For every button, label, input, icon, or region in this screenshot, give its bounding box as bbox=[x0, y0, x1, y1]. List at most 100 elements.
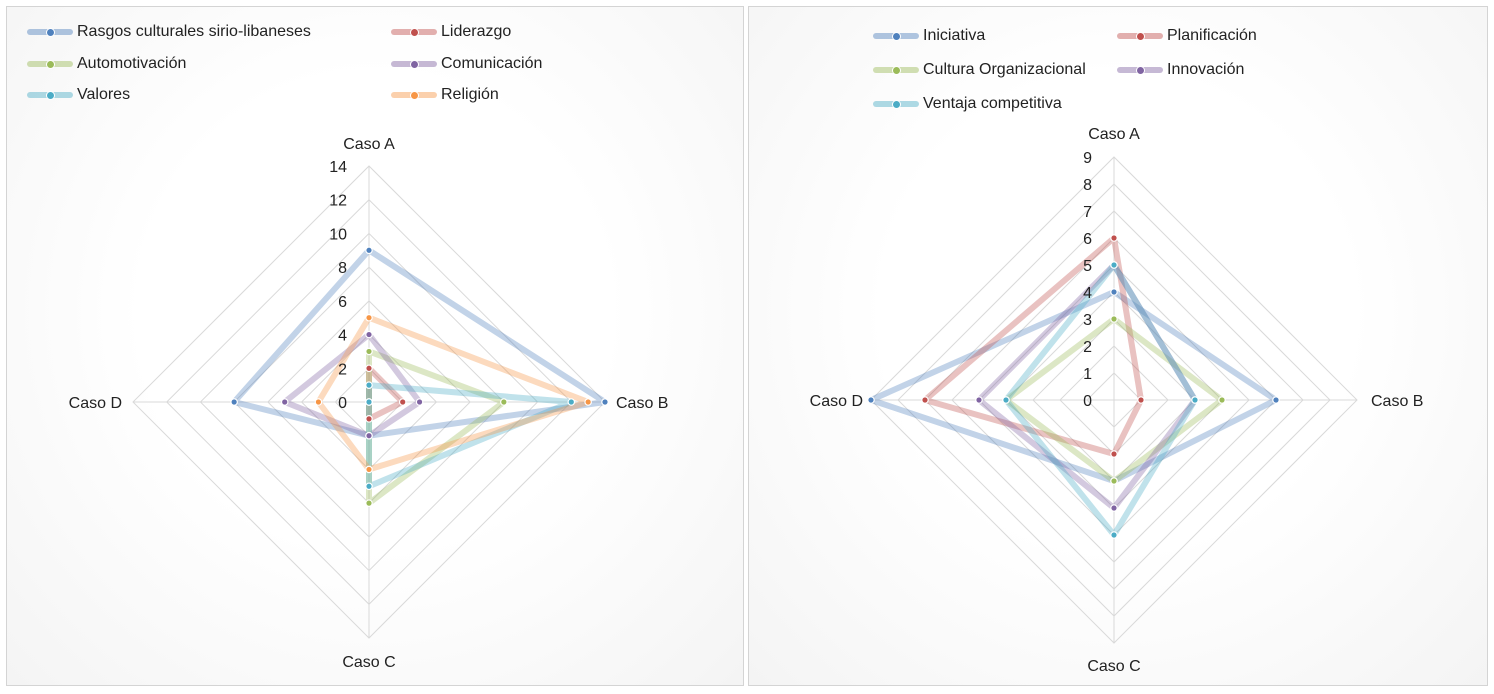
axis-label: Caso A bbox=[1088, 126, 1140, 143]
tick-label: 4 bbox=[338, 328, 347, 345]
data-point bbox=[921, 396, 929, 404]
legend-item-planificacion: Planificación bbox=[1117, 27, 1257, 45]
data-point bbox=[975, 396, 983, 404]
data-point bbox=[1110, 234, 1118, 242]
legend-swatch bbox=[27, 59, 73, 69]
data-point bbox=[1110, 261, 1118, 269]
data-point bbox=[867, 396, 875, 404]
legend-swatch bbox=[873, 99, 919, 109]
tick-label: 2 bbox=[1083, 339, 1092, 356]
legend-swatch bbox=[873, 65, 919, 75]
legend-item-innovacion: Innovación bbox=[1117, 61, 1244, 79]
data-point bbox=[365, 465, 373, 474]
radar-plot-left: 0 2 4 6 8 10 12 14 Caso A Caso B Caso C Caso D bbox=[69, 136, 669, 671]
legend-label: Valores bbox=[77, 86, 131, 103]
legend-item-ventaja: Ventaja competitiva bbox=[873, 95, 1062, 113]
data-point bbox=[1218, 396, 1226, 404]
data-point bbox=[365, 431, 373, 440]
data-point bbox=[567, 398, 576, 406]
data-point bbox=[314, 398, 323, 406]
tick-label: 6 bbox=[1083, 231, 1092, 248]
axis-label: Caso C bbox=[342, 654, 395, 671]
tick-label: 0 bbox=[338, 395, 347, 412]
legend-label: Comunicación bbox=[441, 55, 543, 72]
data-point bbox=[365, 313, 373, 322]
legend-swatch bbox=[27, 90, 73, 100]
legend-item-automotivacion: Automotivación bbox=[27, 55, 186, 73]
axis-label: Caso D bbox=[810, 393, 863, 410]
legend-swatch bbox=[1117, 31, 1163, 41]
legend-swatch bbox=[27, 27, 73, 37]
data-point bbox=[1272, 396, 1280, 404]
data-point bbox=[1191, 396, 1199, 404]
data-point bbox=[365, 246, 373, 255]
tick-label: 14 bbox=[329, 159, 347, 176]
axis-label: Caso C bbox=[1087, 658, 1140, 675]
data-point bbox=[230, 398, 238, 406]
data-point bbox=[365, 482, 373, 491]
data-point bbox=[280, 398, 289, 406]
data-point bbox=[1110, 450, 1118, 458]
data-point bbox=[601, 398, 609, 406]
data-point bbox=[365, 499, 373, 507]
axis-label: Caso B bbox=[616, 395, 668, 412]
radar-chart-right: Iniciativa Planificación Cultura Organiz… bbox=[748, 6, 1488, 686]
radar-plot-right: 0 1 2 3 4 5 6 7 8 9 Caso A Caso B Caso C Caso D bbox=[810, 126, 1424, 675]
tick-label: 5 bbox=[1083, 258, 1092, 275]
data-point bbox=[365, 398, 373, 406]
data-point bbox=[398, 398, 407, 406]
tick-label: 12 bbox=[329, 193, 347, 210]
legend-label: Liderazgo bbox=[441, 23, 512, 40]
tick-label: 9 bbox=[1083, 150, 1092, 167]
legend-label: Innovación bbox=[1167, 61, 1245, 78]
tick-label: 10 bbox=[329, 226, 347, 243]
tick-label: 7 bbox=[1083, 204, 1092, 221]
data-point bbox=[415, 398, 424, 406]
data-point bbox=[365, 381, 373, 389]
data-point bbox=[1110, 531, 1118, 539]
legend-item-iniciativa: Iniciativa bbox=[873, 27, 985, 45]
legend-item-comunicacion: Comunicación bbox=[391, 55, 542, 73]
legend-label: Ventaja competitiva bbox=[923, 95, 1062, 112]
tick-label: 4 bbox=[1083, 285, 1092, 302]
legend-label: Cultura Organizacional bbox=[923, 61, 1086, 78]
legend-item-rasgos: Rasgos culturales sirio-libaneses bbox=[27, 23, 311, 41]
tick-label: 8 bbox=[338, 260, 347, 277]
legend-item-cultura: Cultura Organizacional bbox=[873, 61, 1086, 79]
data-point bbox=[584, 398, 592, 406]
legend-label: Planificación bbox=[1167, 27, 1257, 44]
data-point bbox=[500, 398, 508, 406]
axis-label: Caso B bbox=[1371, 393, 1423, 410]
legend-label: Rasgos culturales sirio-libaneses bbox=[77, 23, 311, 40]
data-point bbox=[1137, 396, 1145, 404]
legend-label: Iniciativa bbox=[923, 27, 986, 44]
data-point bbox=[1110, 315, 1118, 323]
data-point bbox=[1110, 504, 1118, 512]
legend-swatch bbox=[1117, 65, 1163, 75]
data-point bbox=[365, 415, 373, 423]
legend-item-liderazgo: Liderazgo bbox=[391, 23, 511, 41]
data-point bbox=[365, 347, 373, 356]
legend-swatch bbox=[391, 59, 437, 69]
tick-label: 8 bbox=[1083, 177, 1092, 194]
legend-swatch bbox=[391, 27, 437, 37]
tick-label: 6 bbox=[338, 294, 347, 311]
legend-label: Automotivación bbox=[77, 55, 187, 72]
data-point bbox=[1002, 396, 1010, 404]
legend-swatch bbox=[873, 31, 919, 41]
tick-label: 0 bbox=[1083, 393, 1092, 410]
tick-label: 3 bbox=[1083, 312, 1092, 329]
data-point bbox=[365, 330, 373, 339]
axis-label: Caso A bbox=[343, 136, 395, 153]
radar-chart-left: Rasgos culturales sirio-libaneses Lidera… bbox=[6, 6, 744, 686]
data-point bbox=[365, 364, 373, 373]
legend-item-religion: Religión bbox=[391, 86, 499, 104]
data-point bbox=[1110, 477, 1118, 485]
data-point bbox=[1110, 288, 1118, 296]
tick-label: 1 bbox=[1083, 366, 1092, 383]
legend-swatch bbox=[391, 90, 437, 100]
legend-item-valores: Valores bbox=[27, 86, 130, 104]
tick-label: 2 bbox=[338, 361, 347, 378]
legend-label: Religión bbox=[441, 86, 499, 103]
axis-label: Caso D bbox=[69, 395, 122, 412]
